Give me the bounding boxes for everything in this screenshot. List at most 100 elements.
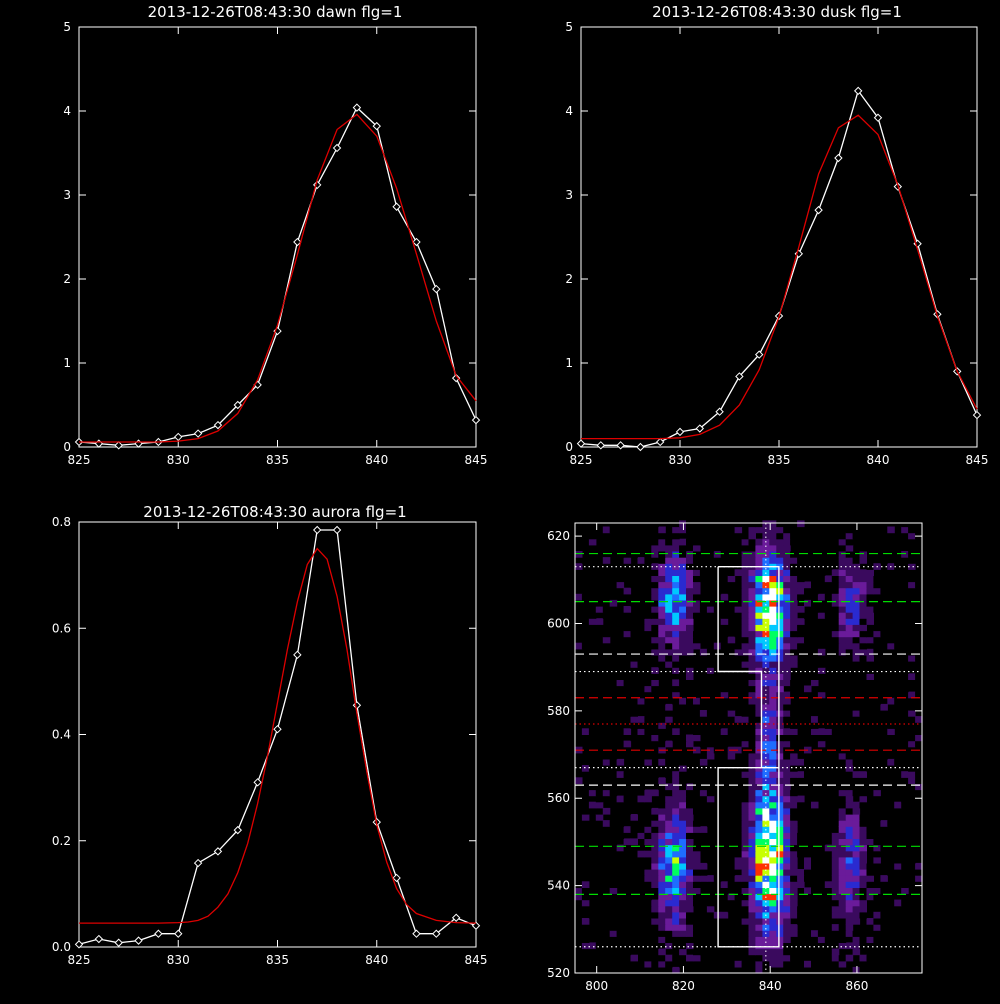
heatmap-cell [901, 569, 909, 576]
heatmap-cell [699, 814, 708, 821]
heatmap-cell [637, 758, 645, 766]
heatmap-cell [672, 648, 680, 656]
heatmap-cell [741, 716, 750, 723]
heatmap-cell [679, 820, 687, 827]
dawn-data-point [193, 429, 203, 438]
heatmap-cell [581, 954, 590, 962]
heatmap-cell [623, 636, 632, 644]
heatmap-cell [616, 893, 625, 901]
heatmap-cell [838, 832, 847, 839]
heatmap-cell [755, 954, 763, 962]
heatmap-cell [845, 526, 854, 534]
heatmap-cell [755, 526, 763, 534]
dusk-data-point [873, 113, 883, 122]
heatmap-cell [817, 832, 826, 839]
heatmap-cell [845, 581, 854, 589]
heatmap-cell [762, 881, 770, 888]
heatmap-cell [686, 563, 694, 570]
heatmap-cell [630, 887, 638, 895]
heatmap-cell [852, 905, 861, 913]
heatmap-cell [651, 856, 659, 864]
heatmap-cell [748, 814, 756, 821]
heatmap-cell [672, 801, 680, 809]
dusk-data-point [834, 153, 843, 163]
heatmap-cell [575, 667, 583, 674]
heatmap-cell [783, 703, 791, 711]
heatmap-cell [776, 869, 784, 876]
heatmap-cell [824, 850, 833, 858]
heatmap-cell [699, 783, 708, 791]
heatmap-cell [602, 752, 611, 760]
heatmap-cell [769, 801, 777, 809]
dusk-data-point [655, 437, 665, 447]
heatmap-cell [679, 526, 687, 534]
heatmap-cell [894, 697, 902, 705]
heatmap-cell [679, 887, 687, 895]
heatmap-cell [873, 575, 881, 583]
heatmap-cell [658, 532, 666, 540]
heatmap-cell [845, 832, 854, 839]
heatmap-cell [908, 771, 916, 778]
heatmap-cell [651, 728, 659, 735]
heatmap-cell [845, 765, 854, 772]
heatmap-cell [672, 783, 680, 791]
heatmap-cell [901, 966, 909, 974]
heatmap-cell [581, 887, 590, 895]
heatmap-cell [595, 557, 604, 564]
heatmap-cell [665, 581, 673, 589]
heatmap-cell [880, 679, 888, 687]
heatmap-cell [762, 593, 770, 601]
heatmap-cell [686, 924, 694, 931]
heatmap-cell [873, 911, 881, 919]
heatmap-cell [706, 557, 715, 564]
heatmap-cell [699, 740, 708, 748]
heatmap-cell [623, 630, 632, 638]
heatmap-cell [686, 734, 694, 742]
heatmap-cell [686, 624, 694, 632]
heatmap-cell [769, 826, 777, 833]
heatmap-cell [866, 606, 874, 613]
heatmap-cell [616, 881, 625, 888]
heatmap-cell [845, 954, 854, 962]
heatmap-cell [623, 911, 632, 919]
heatmap-cell [852, 862, 861, 870]
heatmap-cell [623, 850, 632, 858]
heatmap-cell [686, 814, 694, 821]
heatmap-cell [762, 850, 770, 858]
heatmap-cell [762, 887, 770, 895]
heatmap-cell [665, 881, 673, 888]
heatmap-cell [644, 606, 652, 613]
heatmap-cell [713, 966, 722, 974]
heatmap-cell [609, 832, 618, 839]
heatmap-cell [748, 581, 756, 589]
heatmap-cell [741, 887, 750, 895]
heatmap-cell [838, 630, 847, 638]
heatmap-cell [790, 765, 798, 772]
heatmap-cell [644, 551, 652, 558]
heatmap-cell [602, 930, 611, 937]
heatmap-cell [665, 918, 673, 925]
heatmap-cell [783, 960, 791, 968]
heatmap-cell [741, 587, 750, 595]
heatmap-cell [915, 575, 923, 583]
heatmap-cell [699, 710, 708, 717]
heatmap-cell [845, 875, 854, 882]
heatmap-cell [609, 587, 618, 595]
heatmap-cell [790, 826, 798, 833]
heatmap-cell [797, 911, 805, 919]
heatmap-cell [602, 844, 611, 852]
heatmap-cell [658, 801, 666, 809]
heatmap-cell [838, 875, 847, 882]
heatmap-cell [790, 856, 798, 864]
heatmap-cell [665, 691, 673, 699]
heatmap-cell [852, 850, 861, 858]
heatmap-cell [838, 850, 847, 858]
heatmap-cell [623, 697, 632, 705]
heatmap-cell [894, 563, 902, 570]
heatmap-cell [859, 838, 867, 846]
heatmap-cell [748, 789, 756, 797]
heatmap-cell [915, 905, 923, 913]
heatmap-cell [790, 758, 798, 766]
heatmap-cell [838, 728, 847, 735]
heatmap-cell [845, 789, 854, 797]
